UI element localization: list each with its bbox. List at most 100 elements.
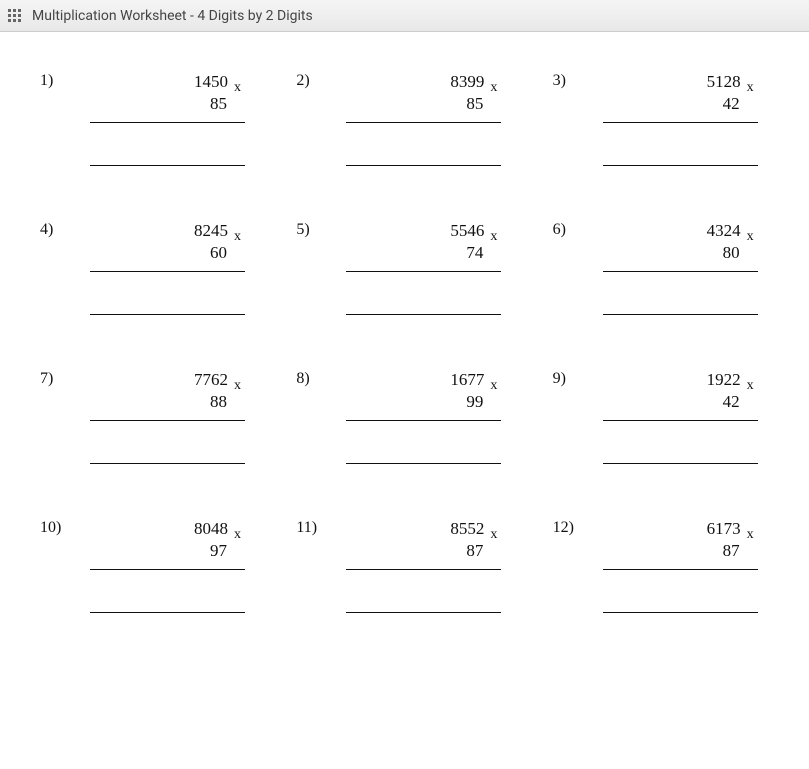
multiplicand-row: 7762x bbox=[95, 370, 245, 390]
problem-stack: 1450x85 bbox=[95, 72, 245, 166]
problem-number: 3) bbox=[553, 72, 566, 90]
problem-number: 9) bbox=[553, 370, 566, 388]
equals-rule bbox=[346, 271, 501, 272]
problem-stack: 8552x87 bbox=[351, 519, 501, 613]
multiplicand: 4324 bbox=[707, 221, 741, 241]
multiplicand-row: 1922x bbox=[608, 370, 758, 390]
multiplicand-row: 8552x bbox=[351, 519, 501, 539]
answer-rule bbox=[603, 463, 758, 464]
problem-stack: 1677 x99 bbox=[351, 370, 501, 464]
problem-number: 6) bbox=[553, 221, 566, 239]
multiplier: 80 bbox=[608, 243, 758, 263]
answer-rule bbox=[90, 612, 245, 613]
window-titlebar: Multiplication Worksheet - 4 Digits by 2… bbox=[0, 0, 809, 32]
multiplier: 42 bbox=[608, 392, 758, 412]
multiplicand-row: 8245x bbox=[95, 221, 245, 241]
multiplier: 60 bbox=[95, 243, 245, 263]
multiplicand: 8245 bbox=[194, 221, 228, 241]
multiplicand-row: 8399x bbox=[351, 72, 501, 92]
operator: x bbox=[747, 80, 754, 96]
operator: x bbox=[490, 527, 497, 543]
multiplier: 99 bbox=[351, 392, 501, 412]
problem-number: 4) bbox=[40, 221, 53, 239]
operator: x bbox=[234, 80, 241, 96]
problem-stack: 4324 x80 bbox=[608, 221, 758, 315]
multiplier: 97 bbox=[95, 541, 245, 561]
equals-rule bbox=[90, 271, 245, 272]
operator: x bbox=[234, 229, 241, 245]
operator: x bbox=[747, 229, 754, 245]
equals-rule bbox=[346, 420, 501, 421]
operator: x bbox=[234, 527, 241, 543]
multiplier: 85 bbox=[95, 94, 245, 114]
problem-stack: 8048x97 bbox=[95, 519, 245, 613]
equals-rule bbox=[90, 420, 245, 421]
problem-10: 10)8048x97 bbox=[30, 519, 266, 613]
problem-number: 7) bbox=[40, 370, 53, 388]
multiplier: 87 bbox=[608, 541, 758, 561]
app-grid-icon bbox=[8, 9, 22, 23]
multiplicand: 5128 bbox=[707, 72, 741, 92]
answer-rule bbox=[90, 314, 245, 315]
problem-stack: 1922x42 bbox=[608, 370, 758, 464]
multiplicand-row: 5546x bbox=[351, 221, 501, 241]
equals-rule bbox=[346, 122, 501, 123]
operator: x bbox=[490, 80, 497, 96]
problem-5: 5) 5546x74 bbox=[286, 221, 522, 315]
multiplicand-row: 1450x bbox=[95, 72, 245, 92]
multiplicand: 5546 bbox=[450, 221, 484, 241]
answer-rule bbox=[346, 165, 501, 166]
problem-stack: 7762x88 bbox=[95, 370, 245, 464]
multiplier: 87 bbox=[351, 541, 501, 561]
problem-stack: 8399x85 bbox=[351, 72, 501, 166]
operator: x bbox=[234, 378, 241, 394]
window-title: Multiplication Worksheet - 4 Digits by 2… bbox=[32, 8, 313, 24]
worksheet-body: 1)1450x852)8399x853)5128x424)8245x605)55… bbox=[0, 32, 809, 633]
answer-rule bbox=[603, 314, 758, 315]
problem-1: 1) 1450x85 bbox=[30, 72, 266, 166]
multiplier: 74 bbox=[351, 243, 501, 263]
multiplicand-row: 8048x bbox=[95, 519, 245, 539]
problem-stack: 6173x87 bbox=[608, 519, 758, 613]
problem-9: 9)1922x42 bbox=[543, 370, 779, 464]
multiplicand: 8552 bbox=[450, 519, 484, 539]
problem-stack: 5546x74 bbox=[351, 221, 501, 315]
multiplier: 85 bbox=[351, 94, 501, 114]
multiplicand: 7762 bbox=[194, 370, 228, 390]
problem-11: 11)8552x87 bbox=[286, 519, 522, 613]
multiplier: 88 bbox=[95, 392, 245, 412]
problem-number: 2) bbox=[296, 72, 309, 90]
problem-2: 2) 8399x85 bbox=[286, 72, 522, 166]
multiplicand-row: 6173x bbox=[608, 519, 758, 539]
problem-number: 12) bbox=[553, 519, 574, 537]
multiplicand: 1677 bbox=[450, 370, 484, 390]
problem-4: 4)8245x60 bbox=[30, 221, 266, 315]
operator: x bbox=[490, 378, 497, 394]
equals-rule bbox=[603, 122, 758, 123]
equals-rule bbox=[603, 271, 758, 272]
answer-rule bbox=[90, 165, 245, 166]
answer-rule bbox=[346, 612, 501, 613]
equals-rule bbox=[603, 420, 758, 421]
multiplicand-row: 5128x bbox=[608, 72, 758, 92]
operator: x bbox=[747, 527, 754, 543]
problem-number: 1) bbox=[40, 72, 53, 90]
problem-8: 8)1677x99 bbox=[286, 370, 522, 464]
problem-12: 12)6173x87 bbox=[543, 519, 779, 613]
problem-number: 10) bbox=[40, 519, 61, 537]
problem-stack: 5128x42 bbox=[608, 72, 758, 166]
multiplicand: 8048 bbox=[194, 519, 228, 539]
multiplicand: 1922 bbox=[707, 370, 741, 390]
multiplicand: 6173 bbox=[707, 519, 741, 539]
problem-grid: 1)1450x852)8399x853)5128x424)8245x605)55… bbox=[30, 72, 779, 613]
problem-6: 6) 4324 x80 bbox=[543, 221, 779, 315]
answer-rule bbox=[90, 463, 245, 464]
answer-rule bbox=[346, 314, 501, 315]
problem-number: 11) bbox=[296, 519, 317, 537]
answer-rule bbox=[603, 612, 758, 613]
operator: x bbox=[747, 378, 754, 394]
problem-3: 3)5128x42 bbox=[543, 72, 779, 166]
equals-rule bbox=[90, 569, 245, 570]
problem-7: 7)7762x88 bbox=[30, 370, 266, 464]
problem-number: 5) bbox=[296, 221, 309, 239]
